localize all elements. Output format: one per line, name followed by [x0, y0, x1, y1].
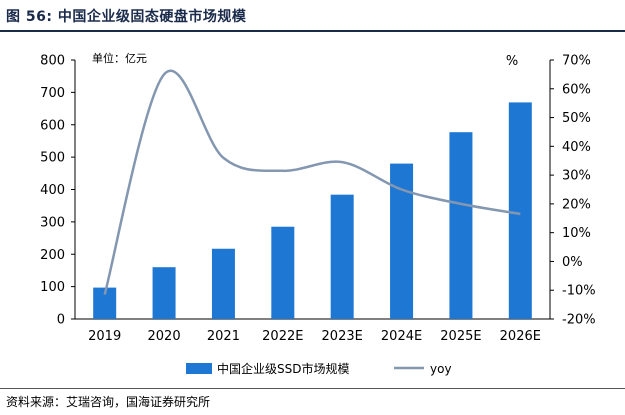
legend: 中国企业级SSD市场规模 yoy	[186, 361, 452, 376]
title-rule	[0, 30, 625, 32]
yoy-line	[103, 69, 521, 295]
bar	[330, 194, 354, 319]
x-tick-label: 2026E	[500, 329, 541, 344]
x-tick-label: 2020	[148, 329, 181, 344]
left-tick-label: 500	[40, 151, 65, 166]
legend-bar-swatch	[186, 363, 212, 374]
left-tick-label: 400	[40, 183, 65, 198]
bar	[271, 226, 295, 319]
right-tick-label: 30%	[562, 169, 591, 184]
x-tick-label: 2023E	[322, 329, 363, 344]
left-tick-label: 600	[40, 118, 65, 133]
left-tick-label: 200	[40, 248, 65, 263]
bar	[152, 267, 176, 319]
source-note: 资料来源：艾瑞咨询，国海证券研究所	[6, 395, 211, 409]
right-tick-label: 40%	[562, 140, 591, 155]
right-tick-label: 10%	[562, 226, 591, 241]
right-tick-label: 20%	[562, 197, 591, 212]
right-axis-unit-label: %	[506, 54, 518, 69]
right-tick-label: -20%	[562, 313, 596, 328]
bar	[390, 163, 414, 319]
legend-line-label: yoy	[430, 362, 452, 376]
x-tick-label: 2024E	[381, 329, 422, 344]
x-tick-label: 2021	[207, 329, 240, 344]
left-tick-label: 700	[40, 86, 65, 101]
chart: 0 100 200 300 400 500 600 700 800 单位：亿元 -20% -10%…	[40, 51, 596, 376]
left-tick-label: 300	[40, 215, 65, 230]
right-tick-label: 0%	[562, 255, 583, 270]
x-axis-labels: 2019 2020 2021 2022E 2023E 2024E 2025E 2026E	[88, 329, 541, 344]
right-tick-label: 60%	[562, 82, 591, 97]
legend-bar-label: 中国企业级SSD市场规模	[217, 361, 349, 376]
left-tick-label: 100	[40, 280, 65, 295]
x-tick-label: 2019	[88, 329, 121, 344]
right-tick-label: 50%	[562, 111, 591, 126]
right-axis: -20% -10% 0% 10% 20% 30% 40% 50% 60% 70% %	[506, 54, 596, 328]
bottom-rule	[0, 388, 625, 389]
right-tick-label: 70%	[562, 54, 591, 69]
bar	[93, 287, 117, 319]
left-tick-label: 0	[57, 313, 65, 328]
x-tick-label: 2025E	[440, 329, 481, 344]
bar	[449, 132, 473, 319]
right-tick-label: -10%	[562, 284, 596, 299]
left-axis: 0 100 200 300 400 500 600 700 800 单位：亿元	[40, 51, 147, 328]
bar	[508, 102, 532, 319]
left-axis-unit-label: 单位：亿元	[92, 51, 147, 65]
figure-title: 图 56: 中国企业级固态硬盘市场规模	[6, 9, 247, 25]
bar	[211, 248, 235, 319]
bar-series	[93, 102, 532, 319]
left-tick-label: 800	[40, 54, 65, 69]
x-tick-label: 2022E	[262, 329, 303, 344]
